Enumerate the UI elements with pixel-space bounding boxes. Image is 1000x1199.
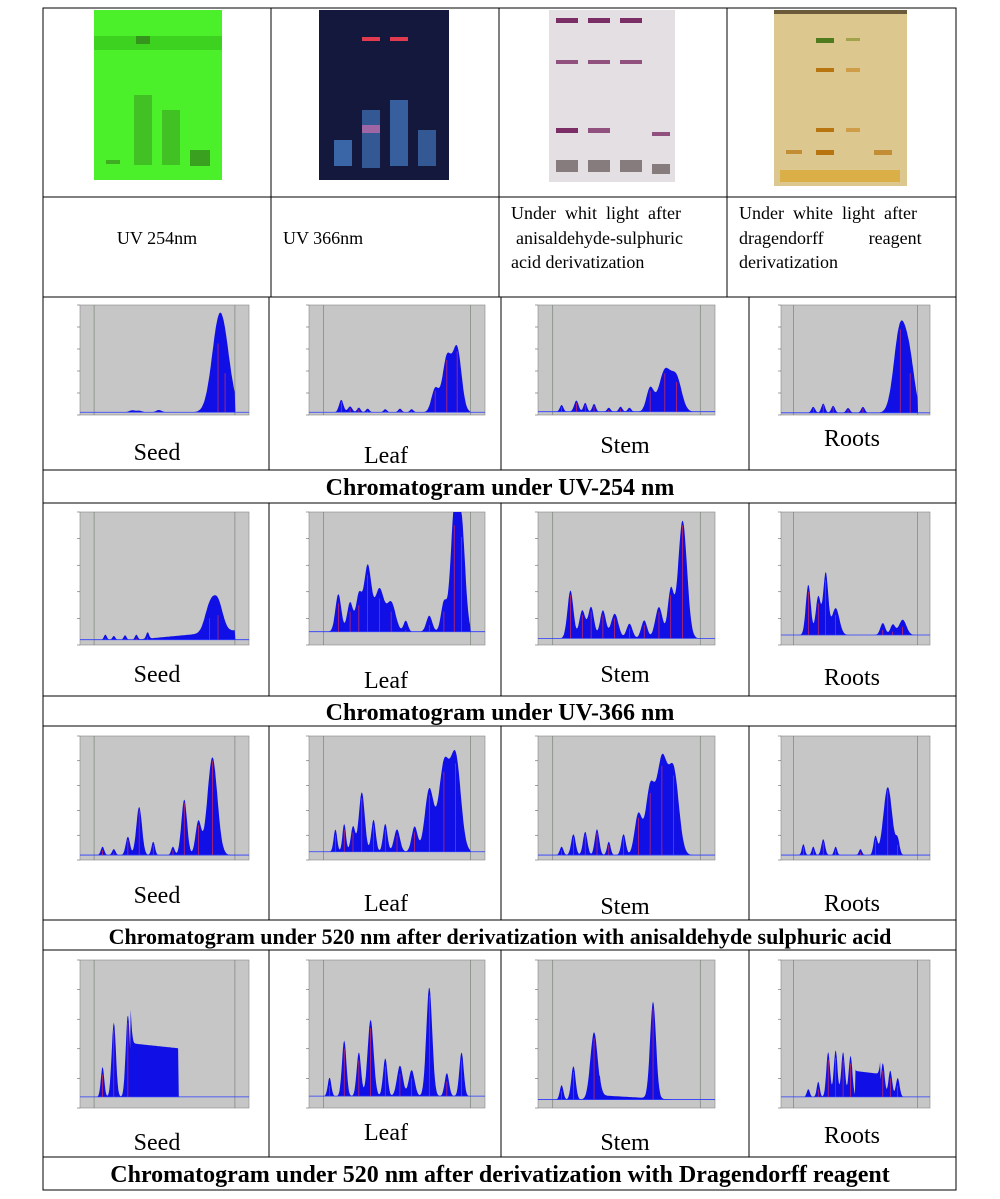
panel-label-stem: Stem — [600, 1130, 650, 1156]
panel-label-roots: Roots — [824, 665, 880, 691]
panel-label-seed: Seed — [134, 662, 181, 688]
peak-area — [781, 1050, 930, 1097]
panel-label-stem: Stem — [600, 433, 650, 459]
caption-uv366: UV 366nm — [283, 228, 363, 248]
chromatogram-anisaldehyde-stem — [535, 735, 716, 861]
panel-label-stem: Stem — [600, 894, 650, 920]
caption-dragendorff-line2: dragendorff reagent — [739, 228, 922, 248]
chromatogram-uv366-roots — [778, 511, 931, 646]
peak-area — [538, 753, 715, 856]
chromatogram-uv254-roots — [778, 304, 931, 416]
panel-label-roots: Roots — [824, 1123, 880, 1149]
chromatogram-dragendorff-leaf — [306, 959, 486, 1109]
panel-label-roots: Roots — [824, 891, 880, 917]
plate-dragendorff-bg — [774, 10, 907, 186]
peak-area — [80, 595, 249, 640]
caption-dragendorff-line1: Under white light after — [739, 203, 917, 223]
plate-dragendorff — [774, 10, 907, 186]
panel-label-leaf: Leaf — [364, 1120, 408, 1146]
peak-area — [80, 1009, 249, 1097]
panel-label-leaf: Leaf — [364, 668, 408, 694]
panel-label-seed: Seed — [134, 1130, 181, 1156]
chromatogram-uv254-seed — [77, 304, 250, 416]
heading-dragendorff: Chromatogram under 520 nm after derivati… — [110, 1162, 889, 1188]
chromatogram-dragendorff-stem — [535, 959, 716, 1109]
panel-label-stem: Stem — [600, 662, 650, 688]
plate-uv366 — [319, 10, 449, 180]
chromatogram-uv254-leaf — [306, 304, 486, 416]
heading-uv366: Chromatogram under UV-366 nm — [326, 700, 675, 726]
chromatogram-dragendorff-roots — [778, 959, 931, 1109]
peak-area — [309, 749, 485, 852]
caption-uv254: UV 254nm — [117, 228, 197, 248]
caption-anisaldehyde-line2: anisaldehyde-sulphuric — [516, 228, 683, 248]
chromatogram-uv366-stem — [535, 511, 716, 646]
panel-label-seed: Seed — [134, 440, 181, 466]
plot-area — [537, 735, 716, 861]
caption-anisaldehyde-line1: Under whit light after — [511, 203, 681, 223]
chromatogram-anisaldehyde-leaf — [306, 735, 486, 861]
panel-label-seed: Seed — [134, 883, 181, 909]
plot-area — [537, 959, 716, 1109]
plot-area — [79, 735, 250, 861]
peak-area — [80, 312, 249, 413]
panel-label-leaf: Leaf — [364, 443, 408, 469]
chromatogram-dragendorff-seed — [77, 959, 250, 1109]
chromatogram-uv254-stem — [535, 304, 716, 416]
peak-area — [781, 320, 930, 413]
chromatogram-anisaldehyde-seed — [77, 735, 250, 861]
chromatogram-anisaldehyde-roots — [778, 735, 931, 861]
heading-uv254: Chromatogram under UV-254 nm — [326, 475, 675, 501]
plate-anisaldehyde-bg — [549, 10, 675, 182]
table-grid — [42, 7, 957, 1191]
chromatogram-uv366-leaf — [306, 511, 486, 646]
chromatogram-uv366-seed — [77, 511, 250, 646]
peak-area — [538, 367, 715, 412]
plot-area — [780, 511, 931, 646]
caption-dragendorff-line3: derivatization — [739, 252, 838, 272]
peak-area — [309, 512, 485, 632]
peak-area — [781, 787, 930, 856]
plot-area — [537, 304, 716, 416]
peak-area — [80, 757, 249, 856]
panel-label-roots: Roots — [824, 426, 880, 452]
panel-label-leaf: Leaf — [364, 891, 408, 917]
caption-anisaldehyde-line3: acid derivatization — [511, 252, 644, 272]
chromatogram-panels: Seed Leaf Stem Roots Seed Leaf Stem Roots Seed Le… — [77, 304, 931, 1156]
plate-uv254 — [94, 10, 222, 180]
peak-area — [309, 987, 485, 1097]
peak-area — [309, 345, 485, 413]
plate-anisaldehyde — [549, 10, 675, 182]
plot-area — [780, 735, 931, 861]
heading-anisaldehyde: Chromatogram under 520 nm after derivati… — [109, 924, 892, 949]
